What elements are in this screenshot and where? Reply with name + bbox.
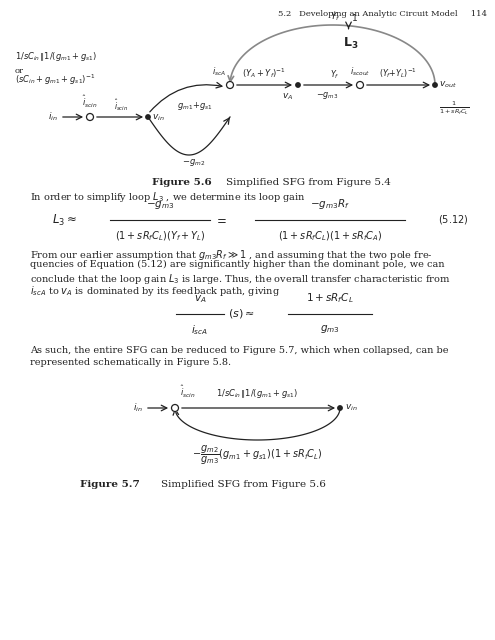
Text: $(1+sR_fC_L)(Y_f+Y_L)$: $(1+sR_fC_L)(Y_f+Y_L)$	[115, 229, 205, 243]
Text: $1/sC_{in}\!\parallel\!1/(g_{m1}+g_{s1})$: $1/sC_{in}\!\parallel\!1/(g_{m1}+g_{s1})…	[15, 50, 98, 63]
Text: $-g_{m3}$: $-g_{m3}$	[316, 90, 338, 101]
Circle shape	[296, 83, 300, 87]
Text: conclude that the loop gain $L_3$ is large. Thus, the overall transfer character: conclude that the loop gain $L_3$ is lar…	[30, 272, 450, 286]
Text: $1+sR_fC_L$: $1+sR_fC_L$	[306, 291, 354, 305]
Circle shape	[356, 81, 363, 88]
Text: $-g_{m3}$: $-g_{m3}$	[146, 199, 174, 211]
Text: $i_{scA}$ to $v_A$ is dominated by its feedback path, giving: $i_{scA}$ to $v_A$ is dominated by its f…	[30, 284, 280, 298]
Text: $\frac{1}{1+sR_fC_L}$: $\frac{1}{1+sR_fC_L}$	[439, 99, 469, 116]
Text: $i_{in}$: $i_{in}$	[48, 111, 58, 124]
Text: $(s) \approx$: $(s) \approx$	[228, 307, 255, 321]
Text: $\mathbf{L_3}$: $\mathbf{L_3}$	[343, 35, 358, 51]
Text: $v_A$: $v_A$	[194, 293, 206, 305]
Text: $i_{scout}$: $i_{scout}$	[350, 65, 370, 78]
Text: $\hat{i}_{scin}$: $\hat{i}_{scin}$	[180, 384, 196, 400]
Text: $(sC_{in}+g_{m1}+g_{s1})^{-1}$: $(sC_{in}+g_{m1}+g_{s1})^{-1}$	[15, 72, 96, 87]
Text: $(Y_A+Y_f)^{-1}$: $(Y_A+Y_f)^{-1}$	[242, 66, 286, 80]
Text: $(Y_{\!f}\!+\!Y_L)^{-1}$: $(Y_{\!f}\!+\!Y_L)^{-1}$	[379, 66, 416, 80]
Text: Figure 5.7: Figure 5.7	[80, 480, 140, 489]
Circle shape	[433, 83, 437, 87]
Text: $=$: $=$	[213, 214, 226, 227]
Circle shape	[87, 113, 94, 120]
Text: Simplified SFG from Figure 5.6: Simplified SFG from Figure 5.6	[135, 480, 326, 489]
Text: $1$: $1$	[350, 12, 357, 23]
Text: $1/sC_{in}\!\parallel\!1/(g_{m1}+g_{s1})$: $1/sC_{in}\!\parallel\!1/(g_{m1}+g_{s1})…	[216, 387, 298, 400]
Text: From our earlier assumption that $g_{m3}R_f \gg 1$ , and assuming that the two p: From our earlier assumption that $g_{m3}…	[30, 248, 433, 262]
Text: $L_3 \approx$: $L_3 \approx$	[52, 212, 77, 228]
Text: $i_{scA}$: $i_{scA}$	[192, 323, 208, 337]
Text: $v_{out}$: $v_{out}$	[439, 80, 457, 90]
Text: or: or	[15, 67, 24, 75]
Text: $\hat{i}_{scin}$: $\hat{i}_{scin}$	[114, 97, 128, 113]
Text: represented schematically in Figure 5.8.: represented schematically in Figure 5.8.	[30, 358, 231, 367]
Circle shape	[146, 115, 150, 119]
Text: $(1+sR_fC_L)(1+sR_fC_A)$: $(1+sR_fC_L)(1+sR_fC_A)$	[278, 229, 382, 243]
Text: $i_{in}$: $i_{in}$	[133, 402, 143, 414]
Text: As such, the entire SFG can be reduced to Figure 5.7, which when collapsed, can : As such, the entire SFG can be reduced t…	[30, 346, 448, 355]
Text: quencies of Equation (5.12) are significantly higher than the dominant pole, we : quencies of Equation (5.12) are signific…	[30, 260, 445, 269]
Text: $Y_f$: $Y_f$	[330, 10, 341, 23]
Text: Simplified SFG from Figure 5.4: Simplified SFG from Figure 5.4	[200, 178, 391, 187]
Circle shape	[227, 81, 234, 88]
Text: $i_{scA}$: $i_{scA}$	[212, 65, 226, 78]
Text: $v_{in}$: $v_{in}$	[152, 113, 165, 124]
Text: $(5.12)$: $(5.12)$	[438, 214, 468, 227]
Text: $g_{m1}\!+\!g_{s1}$: $g_{m1}\!+\!g_{s1}$	[177, 100, 213, 112]
Text: In order to simplify loop $L_3$ , we determine its loop gain: In order to simplify loop $L_3$ , we det…	[30, 190, 306, 204]
Circle shape	[171, 404, 179, 412]
Text: $v_A$: $v_A$	[282, 92, 293, 102]
Text: $Y_f$: $Y_f$	[330, 68, 340, 81]
Text: 5.2   Developing an Analytic Circuit Model     114: 5.2 Developing an Analytic Circuit Model…	[278, 10, 487, 18]
Circle shape	[338, 406, 342, 410]
Text: $\hat{i}_{scin}$: $\hat{i}_{scin}$	[82, 94, 98, 110]
Text: $-g_{m3}R_f$: $-g_{m3}R_f$	[310, 197, 350, 211]
Text: $-g_{m2}$: $-g_{m2}$	[182, 157, 205, 168]
Text: $g_{m3}$: $g_{m3}$	[320, 323, 340, 335]
Text: $v_{in}$: $v_{in}$	[345, 403, 358, 413]
Text: Figure 5.6: Figure 5.6	[152, 178, 212, 187]
Text: $-\dfrac{g_{m2}}{g_{m3}}(g_{m1}+g_{s1})(1+sR_fC_L)$: $-\dfrac{g_{m2}}{g_{m3}}(g_{m1}+g_{s1})(…	[192, 444, 323, 467]
